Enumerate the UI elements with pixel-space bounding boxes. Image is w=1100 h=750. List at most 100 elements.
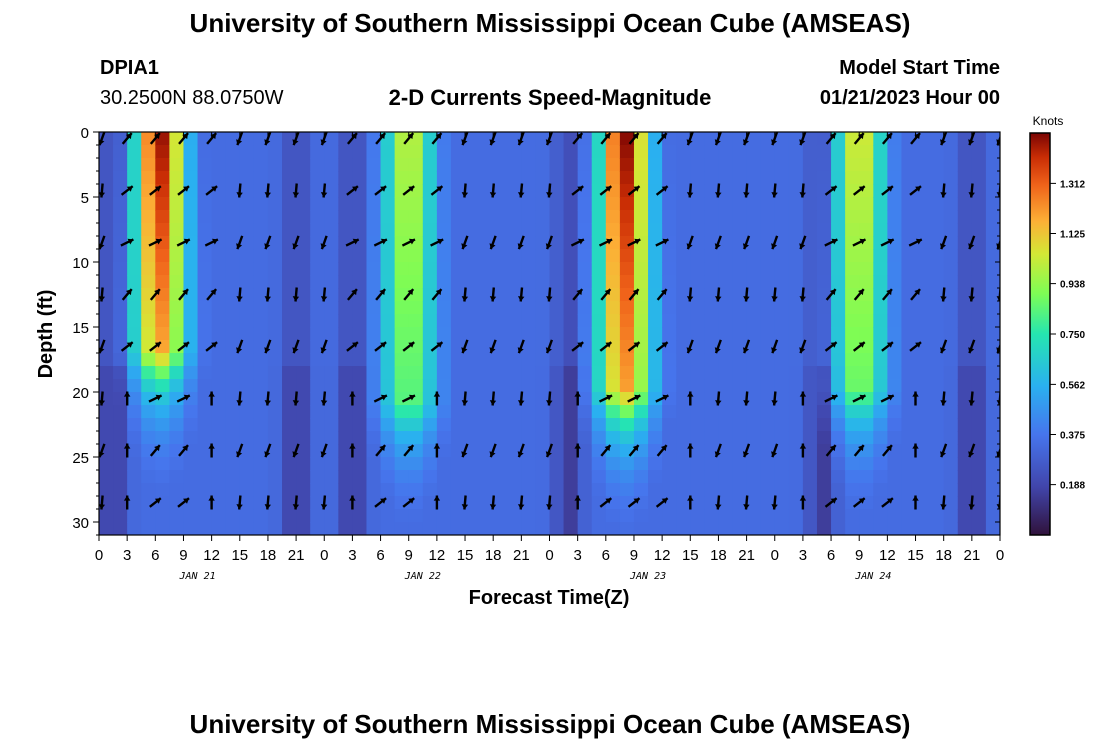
- heat-cell: [985, 327, 1000, 341]
- current-arrow: [996, 238, 1000, 250]
- heat-cell: [704, 431, 720, 445]
- heat-cell: [113, 353, 128, 367]
- heat-cell: [465, 392, 480, 406]
- heat-cell: [521, 431, 537, 445]
- heat-cell: [732, 158, 748, 172]
- current-arrow: [546, 495, 553, 510]
- heat-cell: [465, 379, 480, 393]
- heat-cell: [605, 470, 621, 484]
- heat-cell: [99, 249, 114, 263]
- heat-cell: [760, 132, 776, 146]
- heat-cell: [141, 366, 156, 380]
- heat-cell: [915, 184, 931, 198]
- heat-cell: [563, 353, 579, 367]
- heat-cell: [225, 496, 241, 510]
- heat-cell: [296, 431, 311, 445]
- heat-cell: [704, 327, 720, 341]
- heat-cell: [662, 314, 677, 328]
- heat-cell: [267, 301, 283, 315]
- heat-cell: [802, 418, 818, 432]
- heat-cell: [831, 340, 846, 354]
- heat-cell: [760, 275, 776, 289]
- current-arrow: [292, 339, 300, 354]
- current-arrow: [771, 132, 779, 146]
- heat-cell: [267, 522, 283, 535]
- heat-cell: [197, 262, 213, 276]
- heat-cell: [915, 236, 931, 250]
- heat-cell: [436, 470, 452, 484]
- heat-cell: [310, 483, 325, 497]
- heat-cell: [296, 210, 311, 224]
- heat-cell: [324, 418, 339, 432]
- heat-cell: [816, 522, 832, 535]
- heat-cell: [338, 158, 354, 172]
- heat-cell: [732, 496, 748, 510]
- heat-cell: [141, 392, 156, 406]
- heat-cell: [690, 444, 705, 458]
- heat-cell: [690, 301, 705, 315]
- heat-cell: [239, 288, 255, 302]
- heat-cell: [859, 353, 874, 367]
- heat-cell: [113, 158, 128, 172]
- current-arrow: [236, 132, 244, 146]
- heat-cell: [605, 275, 621, 289]
- heat-cell: [788, 496, 804, 510]
- heat-cell: [746, 262, 762, 276]
- heat-cell: [619, 327, 635, 341]
- heat-cell: [802, 392, 818, 406]
- heat-cell: [943, 509, 959, 523]
- heat-cell: [845, 457, 860, 471]
- heat-cell: [99, 509, 114, 523]
- heat-cell: [704, 418, 720, 432]
- heat-cell: [718, 197, 734, 211]
- heat-cell: [521, 249, 537, 263]
- heat-cell: [465, 288, 480, 302]
- heat-cell: [493, 132, 508, 146]
- heat-cell: [535, 197, 551, 211]
- x-tick-label: 9: [405, 547, 413, 564]
- heat-cell: [394, 483, 410, 497]
- heat-cell: [648, 470, 663, 484]
- heat-cell: [859, 171, 874, 185]
- heat-cell: [633, 522, 649, 535]
- heat-cell: [267, 171, 283, 185]
- heat-cell: [479, 288, 494, 302]
- heat-cell: [845, 171, 860, 185]
- heat-cell: [507, 483, 522, 497]
- heat-cell: [267, 470, 283, 484]
- heat-cell: [507, 197, 522, 211]
- heat-cell: [422, 353, 438, 367]
- heat-cell: [929, 158, 945, 172]
- heat-cell: [859, 262, 874, 276]
- heat-cell: [310, 353, 325, 367]
- x-tick-label: 9: [179, 547, 187, 564]
- heat-cell: [746, 210, 762, 224]
- current-arrow: [881, 444, 893, 457]
- heat-cell: [619, 171, 635, 185]
- heat-cell: [760, 184, 776, 198]
- heat-cell: [690, 158, 705, 172]
- heat-cell: [662, 262, 677, 276]
- heat-cell: [535, 132, 551, 146]
- heat-cell: [887, 366, 903, 380]
- heat-cell: [704, 262, 720, 276]
- current-arrow: [461, 443, 469, 458]
- heat-cell: [549, 379, 565, 393]
- heat-cell: [929, 288, 945, 302]
- heat-cell: [225, 210, 241, 224]
- heat-cell: [549, 145, 565, 159]
- heat-cell: [845, 275, 860, 289]
- heat-cell: [985, 184, 1000, 198]
- heat-cell: [380, 171, 396, 185]
- heat-cell: [141, 249, 156, 263]
- current-arrow: [743, 495, 750, 510]
- heat-cell: [479, 184, 494, 198]
- heat-cell: [296, 249, 311, 263]
- heat-cell: [704, 392, 720, 406]
- heat-cell: [507, 522, 522, 535]
- heat-cell: [619, 145, 635, 159]
- heat-cell: [155, 145, 170, 159]
- heat-cell: [929, 509, 945, 523]
- current-arrow: [264, 339, 272, 354]
- heat-cell: [563, 405, 579, 419]
